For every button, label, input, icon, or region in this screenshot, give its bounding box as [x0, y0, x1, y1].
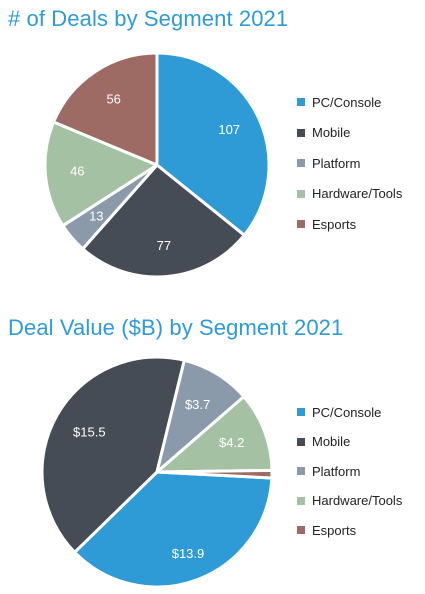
legend-item-platform: Platform: [297, 461, 402, 481]
legend-swatch: [297, 496, 305, 505]
legend-label: Esports: [312, 522, 357, 538]
legend-label: Hardware/Tools: [312, 493, 403, 508]
legend-label: Hardware/Tools: [312, 186, 403, 201]
chart-title-deals: # of Deals by Segment 2021: [8, 6, 289, 31]
pie-slice-hardware-tools: [43, 120, 159, 228]
legend-label: Mobile: [312, 125, 351, 140]
legend-swatch: [297, 128, 305, 137]
legend-item-esports: Esports: [297, 520, 402, 540]
data-label-hardware-tools: 46: [70, 164, 84, 179]
pie-slice-esports: [155, 468, 274, 480]
legend-swatch: [297, 526, 305, 534]
pie-slice-mobile: [40, 355, 186, 554]
legend-item-hardware-tools: Hardware/Tools: [297, 491, 402, 511]
data-label-platform: 13: [89, 209, 103, 224]
pie-slice-hardware-tools: [155, 395, 274, 474]
data-label-pc-console: $13.9: [172, 546, 205, 561]
legend-label: Platform: [312, 463, 361, 479]
legend-label: PC/Console: [312, 94, 382, 110]
legend-item-mobile: Mobile: [297, 432, 402, 452]
legend-swatch: [297, 159, 305, 167]
legend-label: Platform: [312, 155, 361, 171]
legend-deal-value: PC/Console Mobile Platform Hardware/Tools Es…: [297, 402, 402, 550]
legend-swatch: [297, 437, 305, 446]
legend-label: PC/Console: [312, 404, 382, 420]
legend-item-pc-console: PC/Console: [297, 92, 402, 112]
pie-slice-esports: [52, 51, 159, 167]
legend-label: Esports: [312, 216, 357, 232]
legend-item-hardware-tools: Hardware/Tools: [297, 184, 402, 204]
legend-swatch: [297, 98, 305, 106]
pie-slice-mobile: [81, 163, 246, 279]
data-label-pc-console: 107: [218, 122, 240, 137]
legend-swatch: [297, 189, 305, 198]
pie-slice-pc-console: [73, 470, 274, 589]
data-label-mobile: 77: [157, 238, 171, 253]
legend-swatch: [297, 220, 305, 228]
legend-swatch: [297, 467, 305, 475]
data-label-esports: 56: [106, 92, 120, 107]
data-label-platform: $3.7: [185, 397, 210, 412]
legend-deals: PC/Console Mobile Platform Hardware/Tools Es…: [297, 92, 402, 245]
pie-chart-deal-value: $13.9 $15.5 $3.7 $4.2: [40, 355, 274, 589]
data-label-hardware-tools: $4.2: [219, 435, 244, 450]
chart-title-deal-value: Deal Value ($B) by Segment 2021: [8, 315, 344, 340]
legend-item-pc-console: PC/Console: [297, 402, 402, 422]
pie-slice-pc-console: [155, 51, 271, 237]
legend-label: Mobile: [312, 434, 351, 449]
legend-item-esports: Esports: [297, 214, 402, 234]
legend-item-platform: Platform: [297, 153, 402, 173]
legend-swatch: [297, 408, 305, 416]
data-label-mobile: $15.5: [73, 425, 106, 440]
pie-chart-deals: 107 77 13 46 56: [43, 51, 271, 279]
legend-item-mobile: Mobile: [297, 123, 402, 143]
